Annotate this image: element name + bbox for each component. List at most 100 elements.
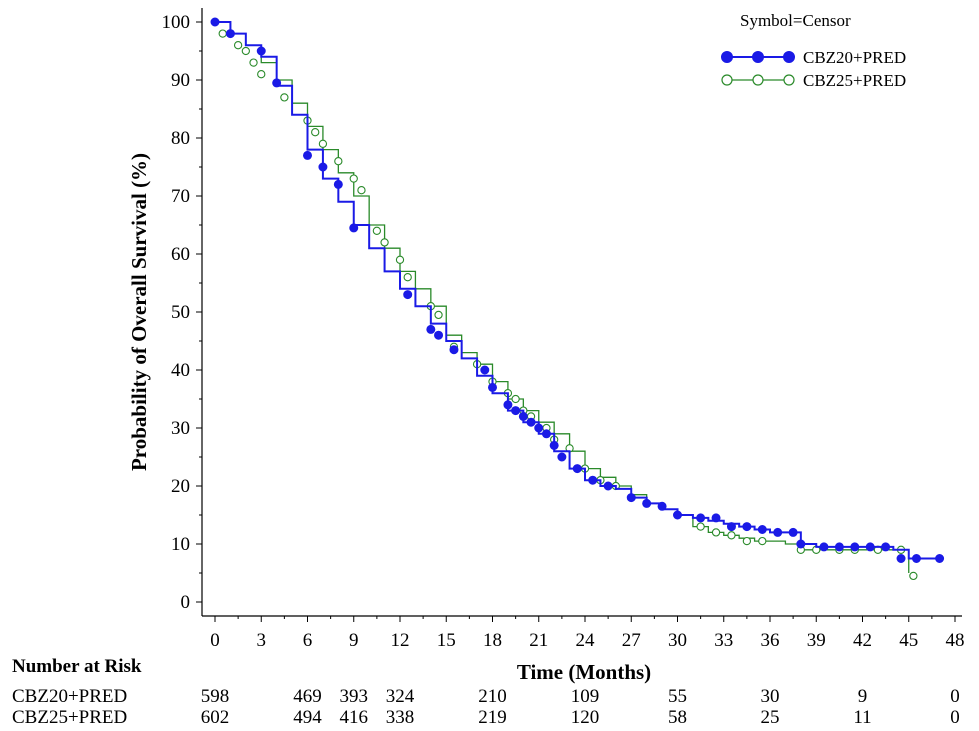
x-axis-ticks: 0 3 6 9 12 15 18 21 24 27 30 33 36 39 42 45 48 bbox=[210, 616, 965, 651]
censor-point bbox=[318, 162, 328, 172]
legend-marker bbox=[752, 74, 764, 86]
x-tick-label-13: 39 bbox=[807, 630, 826, 651]
censor-point bbox=[541, 429, 551, 439]
legend: Symbol=Censor CBZ20+PRED CBZ25+PRED bbox=[721, 11, 906, 90]
x-tick-label-12: 36 bbox=[761, 630, 780, 651]
censor-point bbox=[280, 93, 289, 102]
series-1 bbox=[215, 21, 918, 581]
censor-point bbox=[557, 452, 567, 462]
censor-point bbox=[626, 493, 636, 503]
censor-point bbox=[572, 464, 582, 474]
censor-point bbox=[511, 406, 521, 416]
censor-point bbox=[395, 255, 405, 264]
censor-point bbox=[588, 475, 598, 485]
x-tick-label-1: 3 bbox=[257, 630, 267, 651]
y-tick-label-6: 60 bbox=[171, 244, 190, 265]
risk-value: 0 bbox=[950, 686, 960, 707]
censor-point bbox=[318, 139, 328, 148]
censor-point bbox=[380, 238, 389, 247]
x-tick-label-7: 21 bbox=[529, 630, 548, 651]
censor-point bbox=[696, 522, 705, 531]
y-tick-label-9: 90 bbox=[171, 70, 190, 91]
legend-title: Symbol=Censor bbox=[740, 11, 851, 30]
risk-value: 9 bbox=[858, 686, 868, 707]
censor-point bbox=[333, 179, 343, 189]
x-tick-label-3: 9 bbox=[349, 630, 359, 651]
risk-value: 58 bbox=[668, 707, 687, 728]
x-tick-label-0: 0 bbox=[210, 630, 220, 651]
censor-point bbox=[796, 539, 806, 549]
censor-point bbox=[449, 345, 459, 355]
censor-point bbox=[819, 542, 829, 552]
x-tick-label-16: 48 bbox=[946, 630, 965, 651]
risk-value: 210 bbox=[478, 686, 507, 707]
y-tick-label-3: 30 bbox=[171, 418, 190, 439]
risk-row-label-1: CBZ25+PRED bbox=[12, 707, 127, 728]
censor-point bbox=[256, 46, 266, 56]
censor-point bbox=[603, 481, 613, 491]
risk-value: 324 bbox=[386, 686, 415, 707]
censor-point bbox=[896, 554, 906, 563]
legend-marker bbox=[752, 51, 764, 63]
x-tick-label-14: 42 bbox=[853, 630, 872, 651]
x-tick-label-15: 45 bbox=[899, 630, 918, 651]
censor-point bbox=[349, 223, 359, 233]
censor-point bbox=[534, 423, 544, 433]
y-tick-label-7: 70 bbox=[171, 186, 190, 207]
censor-point bbox=[357, 186, 366, 195]
censor-point bbox=[503, 400, 513, 410]
series-0 bbox=[210, 17, 945, 563]
risk-value: 602 bbox=[201, 707, 230, 728]
legend-item-1: CBZ25+PRED bbox=[721, 71, 906, 90]
y-tick-label-2: 20 bbox=[171, 476, 190, 497]
x-tick-label-2: 6 bbox=[303, 630, 313, 651]
censor-point bbox=[865, 542, 875, 552]
censor-point bbox=[257, 70, 266, 79]
series-line-0 bbox=[215, 21, 940, 560]
censor-point bbox=[526, 417, 536, 427]
censor-point bbox=[726, 522, 736, 532]
censor-point bbox=[788, 527, 798, 537]
censor-point bbox=[434, 310, 443, 320]
series-layer bbox=[210, 17, 945, 581]
censor-point bbox=[657, 501, 667, 511]
censor-point bbox=[511, 394, 520, 404]
censor-point bbox=[909, 571, 918, 581]
censor-point bbox=[850, 542, 860, 552]
censor-point bbox=[225, 29, 235, 39]
censor-point bbox=[349, 174, 358, 183]
censor-point bbox=[911, 554, 921, 563]
x-tick-label-6: 18 bbox=[483, 630, 502, 651]
risk-value: 469 bbox=[293, 686, 322, 707]
censor-point bbox=[742, 536, 752, 546]
risk-table-title: Number at Risk bbox=[12, 656, 142, 677]
censor-point bbox=[210, 17, 220, 27]
risk-value: 416 bbox=[340, 707, 369, 728]
censor-point bbox=[642, 498, 652, 508]
legend-label-0: CBZ20+PRED bbox=[803, 48, 906, 67]
risk-row-label-0: CBZ20+PRED bbox=[12, 686, 127, 707]
y-axis-title: Probability of Overall Survival (%) bbox=[127, 153, 151, 471]
legend-marker bbox=[721, 74, 733, 86]
censor-point bbox=[673, 510, 682, 520]
risk-value: 30 bbox=[761, 686, 780, 707]
censor-point bbox=[727, 531, 736, 540]
x-tick-label-5: 15 bbox=[437, 630, 456, 651]
y-tick-label-0: 0 bbox=[181, 592, 191, 613]
censor-point bbox=[372, 226, 382, 235]
censor-point bbox=[434, 330, 444, 340]
risk-value: 0 bbox=[950, 707, 960, 728]
legend-marker bbox=[721, 51, 733, 63]
censor-point bbox=[696, 513, 706, 523]
y-tick-label-5: 50 bbox=[171, 302, 190, 323]
censor-point bbox=[233, 41, 243, 50]
censor-point bbox=[711, 513, 721, 523]
x-tick-label-11: 33 bbox=[714, 630, 733, 651]
censor-point bbox=[935, 554, 945, 563]
censor-point bbox=[426, 324, 436, 334]
censor-point bbox=[758, 536, 767, 546]
censor-point bbox=[549, 440, 559, 450]
y-tick-label-8: 80 bbox=[171, 128, 190, 149]
censor-point bbox=[403, 273, 412, 282]
censor-point bbox=[488, 382, 497, 392]
